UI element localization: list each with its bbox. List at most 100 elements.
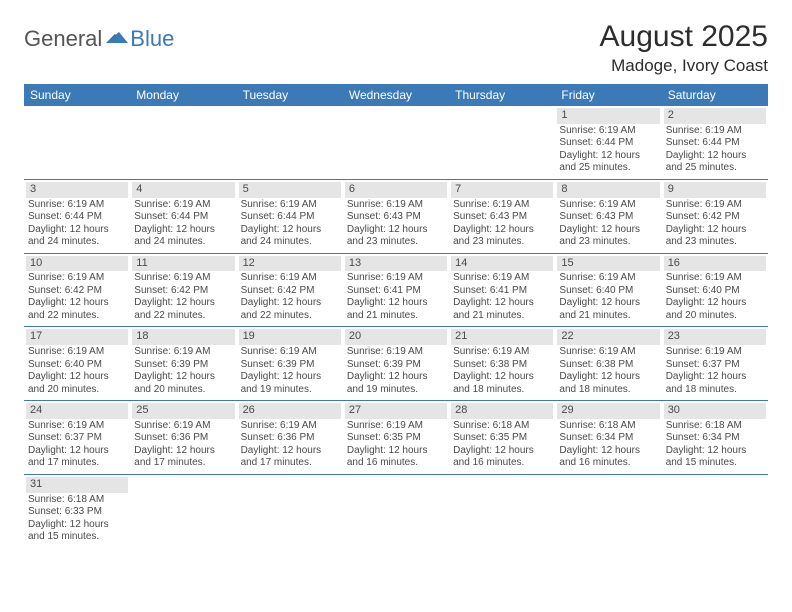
day-number: 10	[26, 256, 128, 272]
sunset-text: Sunset: 6:44 PM	[557, 137, 659, 150]
day-number: 12	[239, 256, 341, 272]
sunrise-text: Sunrise: 6:19 AM	[26, 272, 128, 285]
day-number: 17	[26, 329, 128, 345]
day-number: 25	[132, 403, 234, 419]
daylight-text: Daylight: 12 hours	[664, 150, 766, 163]
sunset-text: Sunset: 6:39 PM	[239, 359, 341, 372]
calendar-cell: 30Sunrise: 6:18 AMSunset: 6:34 PMDayligh…	[662, 401, 768, 475]
daylight-text: Daylight: 12 hours	[557, 371, 659, 384]
daylight-text: and 16 minutes.	[451, 457, 553, 470]
sunrise-text: Sunrise: 6:19 AM	[345, 420, 447, 433]
calendar-cell: 7Sunrise: 6:19 AMSunset: 6:43 PMDaylight…	[449, 179, 555, 253]
daylight-text: Daylight: 12 hours	[664, 224, 766, 237]
calendar-cell	[237, 106, 343, 179]
daylight-text: Daylight: 12 hours	[451, 445, 553, 458]
day-number: 11	[132, 256, 234, 272]
calendar-cell: 1Sunrise: 6:19 AMSunset: 6:44 PMDaylight…	[555, 106, 661, 179]
sunrise-text: Sunrise: 6:19 AM	[664, 346, 766, 359]
calendar-cell: 19Sunrise: 6:19 AMSunset: 6:39 PMDayligh…	[237, 327, 343, 401]
daylight-text: Daylight: 12 hours	[557, 297, 659, 310]
daylight-text: Daylight: 12 hours	[132, 224, 234, 237]
sunrise-text: Sunrise: 6:19 AM	[239, 272, 341, 285]
sunrise-text: Sunrise: 6:19 AM	[451, 346, 553, 359]
sunset-text: Sunset: 6:36 PM	[132, 432, 234, 445]
weekday-header: Wednesday	[343, 84, 449, 106]
day-number: 30	[664, 403, 766, 419]
calendar-cell: 17Sunrise: 6:19 AMSunset: 6:40 PMDayligh…	[24, 327, 130, 401]
daylight-text: and 19 minutes.	[239, 384, 341, 397]
calendar-cell: 25Sunrise: 6:19 AMSunset: 6:36 PMDayligh…	[130, 401, 236, 475]
calendar-cell: 18Sunrise: 6:19 AMSunset: 6:39 PMDayligh…	[130, 327, 236, 401]
calendar-cell	[343, 106, 449, 179]
day-number: 7	[451, 182, 553, 198]
calendar-cell	[343, 474, 449, 547]
daylight-text: and 18 minutes.	[451, 384, 553, 397]
sunset-text: Sunset: 6:44 PM	[239, 211, 341, 224]
calendar-row: 31Sunrise: 6:18 AMSunset: 6:33 PMDayligh…	[24, 474, 768, 547]
daylight-text: and 16 minutes.	[557, 457, 659, 470]
sunrise-text: Sunrise: 6:19 AM	[239, 346, 341, 359]
calendar-row: 17Sunrise: 6:19 AMSunset: 6:40 PMDayligh…	[24, 327, 768, 401]
calendar-cell	[24, 106, 130, 179]
calendar-cell: 12Sunrise: 6:19 AMSunset: 6:42 PMDayligh…	[237, 253, 343, 327]
daylight-text: Daylight: 12 hours	[557, 224, 659, 237]
daylight-text: Daylight: 12 hours	[345, 445, 447, 458]
weekday-header: Thursday	[449, 84, 555, 106]
sunset-text: Sunset: 6:44 PM	[664, 137, 766, 150]
calendar-cell	[662, 474, 768, 547]
sunrise-text: Sunrise: 6:19 AM	[664, 125, 766, 138]
calendar-cell: 31Sunrise: 6:18 AMSunset: 6:33 PMDayligh…	[24, 474, 130, 547]
sunrise-text: Sunrise: 6:19 AM	[664, 199, 766, 212]
calendar-cell: 20Sunrise: 6:19 AMSunset: 6:39 PMDayligh…	[343, 327, 449, 401]
day-number: 15	[557, 256, 659, 272]
day-number: 21	[451, 329, 553, 345]
daylight-text: and 23 minutes.	[557, 236, 659, 249]
daylight-text: Daylight: 12 hours	[239, 224, 341, 237]
day-number: 19	[239, 329, 341, 345]
weekday-header-row: Sunday Monday Tuesday Wednesday Thursday…	[24, 84, 768, 106]
calendar-row: 3Sunrise: 6:19 AMSunset: 6:44 PMDaylight…	[24, 179, 768, 253]
sunset-text: Sunset: 6:37 PM	[664, 359, 766, 372]
daylight-text: and 18 minutes.	[557, 384, 659, 397]
sunset-text: Sunset: 6:42 PM	[26, 285, 128, 298]
header: General Blue August 2025 Madoge, Ivory C…	[24, 20, 768, 76]
day-number: 24	[26, 403, 128, 419]
daylight-text: and 24 minutes.	[132, 236, 234, 249]
calendar-cell: 4Sunrise: 6:19 AMSunset: 6:44 PMDaylight…	[130, 179, 236, 253]
daylight-text: Daylight: 12 hours	[664, 371, 766, 384]
sunrise-text: Sunrise: 6:19 AM	[132, 420, 234, 433]
day-number: 31	[26, 477, 128, 493]
logo: General Blue	[24, 26, 174, 52]
weekday-header: Saturday	[662, 84, 768, 106]
calendar-table: Sunday Monday Tuesday Wednesday Thursday…	[24, 84, 768, 548]
sunset-text: Sunset: 6:37 PM	[26, 432, 128, 445]
daylight-text: and 25 minutes.	[664, 162, 766, 175]
month-title: August 2025	[600, 20, 768, 54]
daylight-text: and 17 minutes.	[132, 457, 234, 470]
sunset-text: Sunset: 6:43 PM	[345, 211, 447, 224]
day-number: 27	[345, 403, 447, 419]
calendar-row: 1Sunrise: 6:19 AMSunset: 6:44 PMDaylight…	[24, 106, 768, 179]
calendar-cell	[555, 474, 661, 547]
sunrise-text: Sunrise: 6:19 AM	[345, 346, 447, 359]
calendar-cell: 29Sunrise: 6:18 AMSunset: 6:34 PMDayligh…	[555, 401, 661, 475]
calendar-cell: 11Sunrise: 6:19 AMSunset: 6:42 PMDayligh…	[130, 253, 236, 327]
sunset-text: Sunset: 6:42 PM	[664, 211, 766, 224]
calendar-cell: 2Sunrise: 6:19 AMSunset: 6:44 PMDaylight…	[662, 106, 768, 179]
calendar-cell	[449, 474, 555, 547]
daylight-text: Daylight: 12 hours	[345, 297, 447, 310]
day-number: 22	[557, 329, 659, 345]
sunrise-text: Sunrise: 6:19 AM	[557, 346, 659, 359]
daylight-text: and 19 minutes.	[345, 384, 447, 397]
daylight-text: and 15 minutes.	[664, 457, 766, 470]
weekday-header: Tuesday	[237, 84, 343, 106]
daylight-text: Daylight: 12 hours	[26, 224, 128, 237]
location: Madoge, Ivory Coast	[600, 56, 768, 76]
sunset-text: Sunset: 6:36 PM	[239, 432, 341, 445]
sunrise-text: Sunrise: 6:19 AM	[26, 199, 128, 212]
daylight-text: Daylight: 12 hours	[26, 445, 128, 458]
sunset-text: Sunset: 6:34 PM	[557, 432, 659, 445]
calendar-cell: 22Sunrise: 6:19 AMSunset: 6:38 PMDayligh…	[555, 327, 661, 401]
sunset-text: Sunset: 6:43 PM	[451, 211, 553, 224]
calendar-cell	[237, 474, 343, 547]
